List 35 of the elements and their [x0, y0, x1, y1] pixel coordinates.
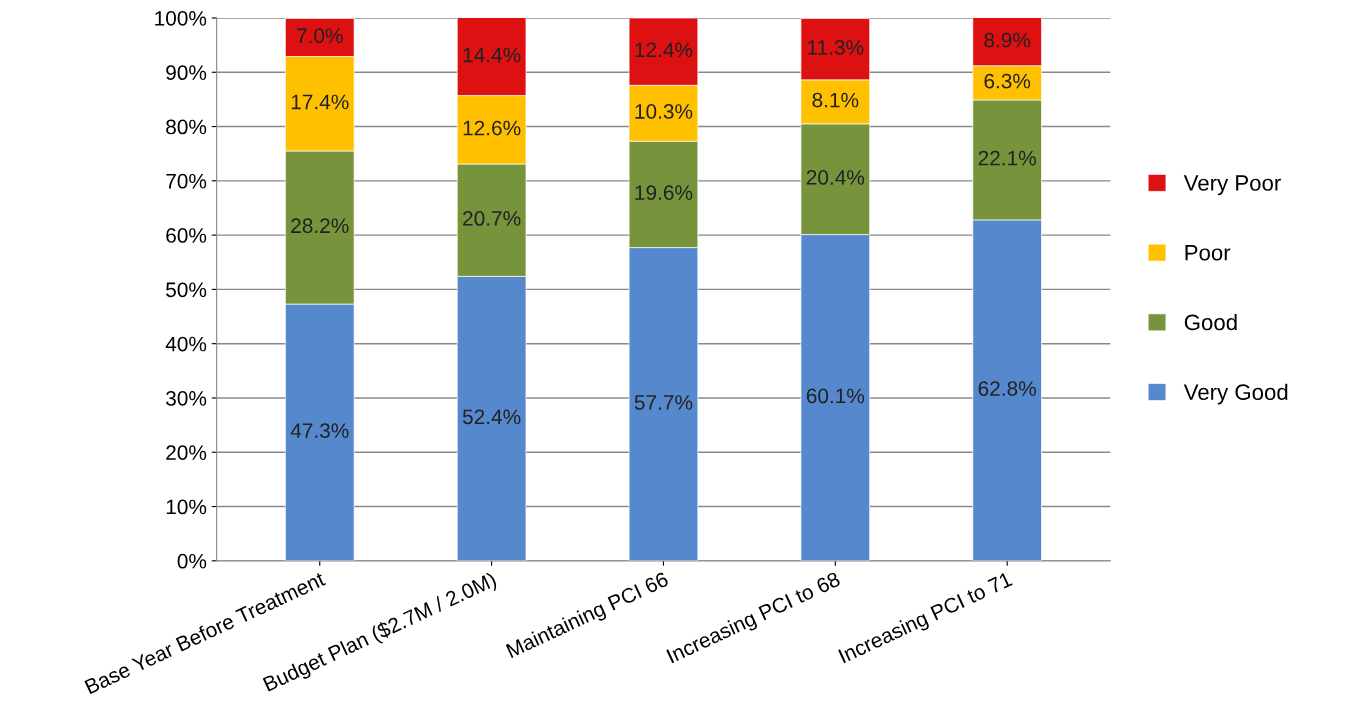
- data-label: 7.0%: [297, 28, 343, 44]
- data-label: 11.3%: [808, 40, 864, 55]
- data-label: 8.9%: [984, 32, 1031, 48]
- y-tick-label: 40%: [165, 336, 207, 352]
- data-label: 57.7%: [634, 395, 693, 410]
- y-tick-label: 100%: [155, 10, 207, 26]
- y-tick-label: 90%: [166, 65, 207, 81]
- data-label: 17.4%: [291, 94, 349, 110]
- y-tick-label: 80%: [166, 119, 207, 135]
- data-label: 60.1%: [806, 388, 865, 404]
- data-label: 28.2%: [291, 218, 349, 234]
- y-tick-label: 30%: [166, 390, 207, 406]
- data-label: 20.4%: [806, 170, 865, 185]
- y-tick-label: 0%: [177, 553, 207, 569]
- data-label: 14.4%: [463, 47, 521, 63]
- data-label: 20.7%: [463, 211, 521, 226]
- legend-label: Very Good: [1183, 383, 1288, 405]
- data-label: 52.4%: [462, 409, 521, 425]
- data-label: 12.4%: [635, 42, 693, 58]
- y-tick-label: 50%: [166, 282, 207, 298]
- data-label: 12.6%: [463, 120, 521, 136]
- data-label: 8.1%: [812, 92, 859, 108]
- data-label: 10.3%: [635, 104, 693, 119]
- data-label: 62.8%: [978, 381, 1036, 396]
- data-label: 47.3%: [290, 423, 349, 439]
- legend-label: Very Poor: [1183, 175, 1281, 196]
- y-tick-label: 10%: [166, 499, 207, 515]
- data-label: 22.1%: [978, 150, 1036, 166]
- legend-label: Poor: [1185, 245, 1231, 261]
- legend-label: Good: [1184, 313, 1237, 331]
- data-label: 6.3%: [984, 73, 1031, 89]
- y-tick-label: 60%: [166, 228, 207, 243]
- y-tick-label: 70%: [166, 173, 207, 189]
- y-tick-label: 20%: [166, 445, 207, 460]
- data-label: 19.6%: [635, 185, 693, 200]
